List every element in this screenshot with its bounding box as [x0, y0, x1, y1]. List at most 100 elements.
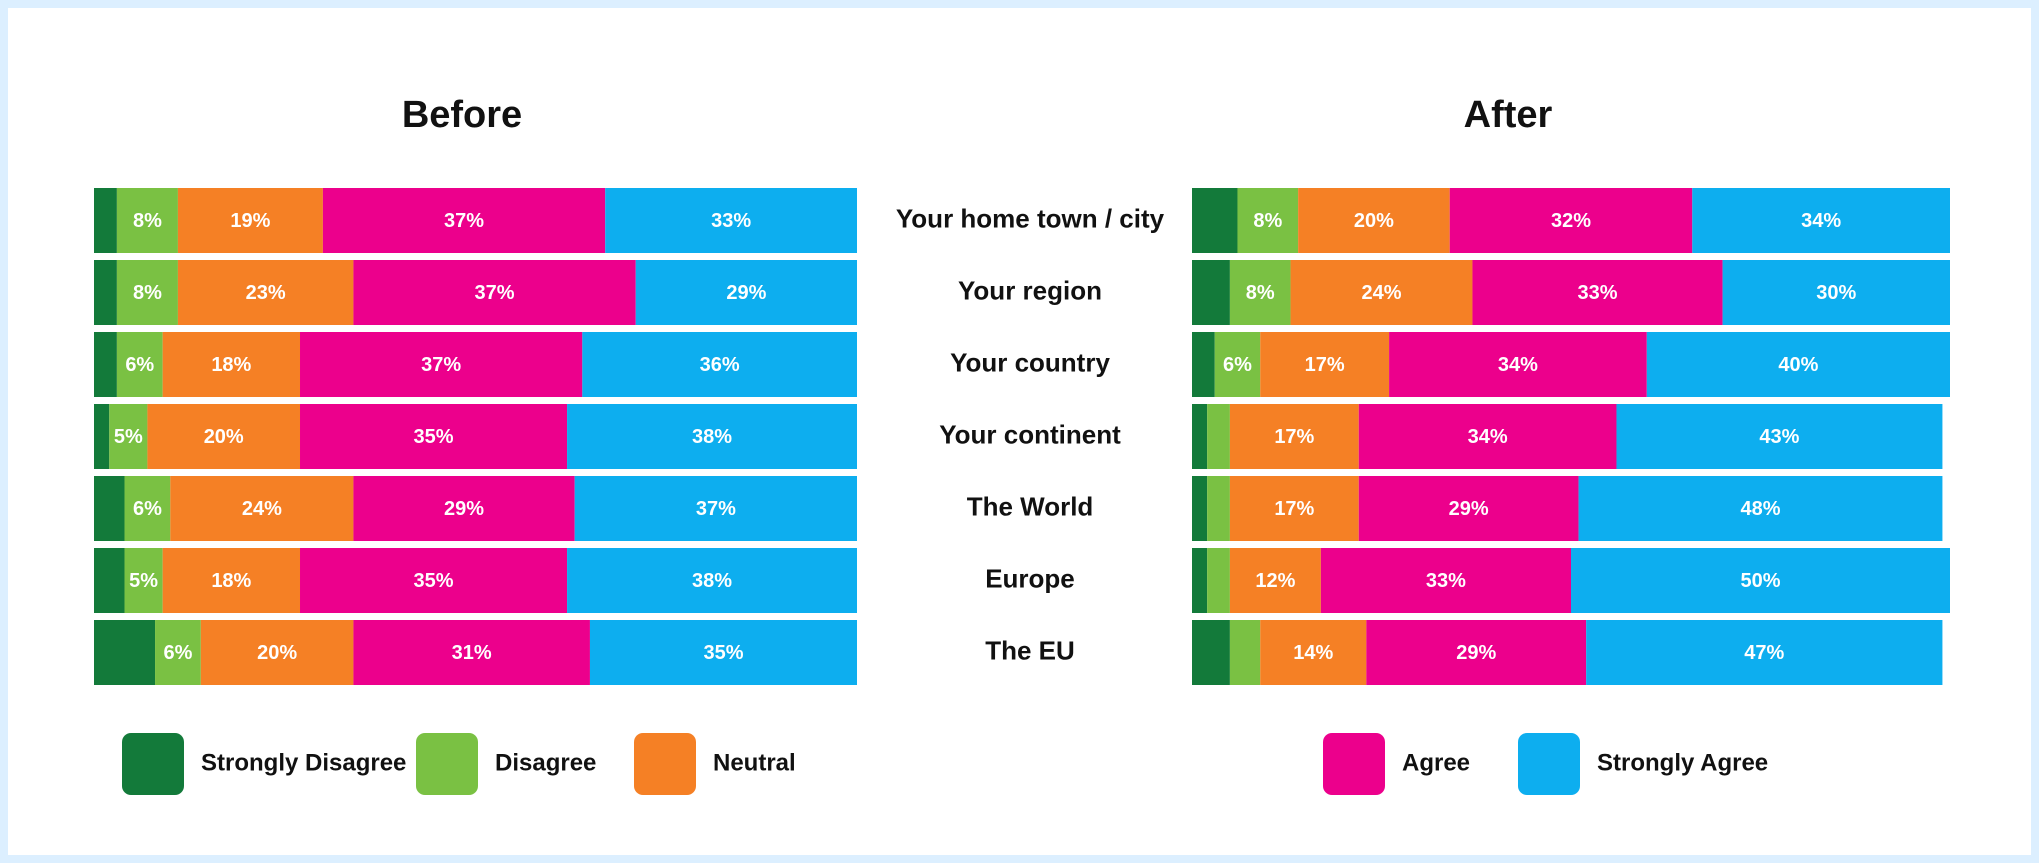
- legend-swatch: [1518, 733, 1580, 795]
- data-label: 37%: [444, 210, 484, 232]
- bar-segment: [94, 332, 117, 397]
- bar-segment: [300, 548, 568, 613]
- category-label: Your continent: [939, 419, 1121, 449]
- bar-segment: [200, 620, 354, 685]
- legend-label: Neutral: [713, 749, 796, 776]
- data-label: 6%: [163, 642, 192, 664]
- data-label: 37%: [421, 354, 461, 376]
- bar-segment: [147, 404, 301, 469]
- legend-label: Strongly Agree: [1597, 749, 1768, 776]
- data-label: 14%: [1293, 642, 1333, 664]
- bar-segment: [300, 332, 583, 397]
- bar-segment: [1389, 332, 1647, 397]
- data-label: 48%: [1740, 498, 1780, 520]
- data-label: 35%: [414, 426, 454, 448]
- bar-segment: [116, 332, 163, 397]
- bar-segment: [567, 548, 857, 613]
- data-label: 35%: [414, 570, 454, 592]
- bar-segment: [1290, 260, 1473, 325]
- data-label: 33%: [711, 210, 751, 232]
- bar-segment: [1229, 404, 1359, 469]
- bar-segment: [1192, 332, 1215, 397]
- data-label: 20%: [257, 642, 297, 664]
- data-label: 6%: [133, 498, 162, 520]
- bar-segment: [574, 476, 857, 541]
- data-label: 5%: [129, 570, 158, 592]
- data-label: 33%: [1578, 282, 1618, 304]
- data-label: 17%: [1305, 354, 1345, 376]
- bar-segment: [1449, 188, 1693, 253]
- chart-title: After: [1464, 94, 1553, 136]
- data-label: 29%: [1449, 498, 1489, 520]
- bar-segment: [353, 260, 636, 325]
- bar-segment: [1260, 620, 1367, 685]
- legend-label: Agree: [1402, 749, 1470, 776]
- bar-segment: [1571, 548, 1950, 613]
- data-label: 29%: [444, 498, 484, 520]
- data-label: 38%: [692, 570, 732, 592]
- bar-segment: [1207, 548, 1230, 613]
- bar-segment: [1214, 332, 1261, 397]
- bar-segment: [1646, 332, 1950, 397]
- data-label: 50%: [1740, 570, 1780, 592]
- bar-segment: [155, 620, 201, 685]
- bar-segment: [1192, 548, 1208, 613]
- bar-segment: [94, 548, 125, 613]
- bar-segment: [582, 332, 857, 397]
- data-label: 29%: [1456, 642, 1496, 664]
- data-label: 37%: [696, 498, 736, 520]
- legend-swatch: [122, 733, 184, 795]
- bar-segment: [589, 620, 857, 685]
- bar-segment: [1229, 476, 1359, 541]
- data-label: 47%: [1744, 642, 1784, 664]
- bar-segment: [94, 188, 117, 253]
- bar-segment: [1229, 260, 1291, 325]
- data-label: 18%: [211, 570, 251, 592]
- data-label: 34%: [1468, 426, 1508, 448]
- bar-segment: [1229, 548, 1321, 613]
- data-label: 12%: [1255, 570, 1295, 592]
- bar-segment: [1692, 188, 1950, 253]
- bar-segment: [162, 548, 301, 613]
- data-label: 36%: [700, 354, 740, 376]
- data-label: 8%: [133, 210, 162, 232]
- data-label: 38%: [692, 426, 732, 448]
- bar-segment: [1192, 188, 1238, 253]
- bar-segment: [322, 188, 606, 253]
- data-label: 20%: [1354, 210, 1394, 232]
- bar-segment: [300, 404, 568, 469]
- bar-segment: [1586, 620, 1943, 685]
- bar-segment: [1298, 188, 1450, 253]
- legend-label: Strongly Disagree: [201, 749, 406, 776]
- data-label: 24%: [242, 498, 282, 520]
- bar-segment: [1207, 404, 1230, 469]
- bar-segment: [109, 404, 148, 469]
- data-label: 6%: [125, 354, 154, 376]
- bar-segment: [1320, 548, 1571, 613]
- data-label: 5%: [114, 426, 143, 448]
- category-label: Your home town / city: [896, 203, 1165, 233]
- bar-segment: [605, 188, 857, 253]
- data-label: 34%: [1801, 210, 1841, 232]
- bar-segment: [116, 188, 178, 253]
- data-label: 37%: [475, 282, 515, 304]
- bar-segment: [353, 620, 590, 685]
- bar-segment: [116, 260, 178, 325]
- bar-segment: [1229, 620, 1261, 685]
- bar-segment: [124, 548, 163, 613]
- category-label: Europe: [985, 563, 1075, 593]
- bar-segment: [1472, 260, 1723, 325]
- data-label: 35%: [703, 642, 743, 664]
- legend-swatch: [634, 733, 696, 795]
- data-label: 17%: [1274, 426, 1314, 448]
- bar-segment: [1237, 188, 1299, 253]
- data-label: 17%: [1274, 498, 1314, 520]
- bar-segment: [1358, 404, 1617, 469]
- bar-segment: [170, 476, 354, 541]
- data-label: 24%: [1361, 282, 1401, 304]
- bar-segment: [1192, 260, 1230, 325]
- bar-segment: [1616, 404, 1943, 469]
- legend-swatch: [416, 733, 478, 795]
- bar-segment: [1260, 332, 1390, 397]
